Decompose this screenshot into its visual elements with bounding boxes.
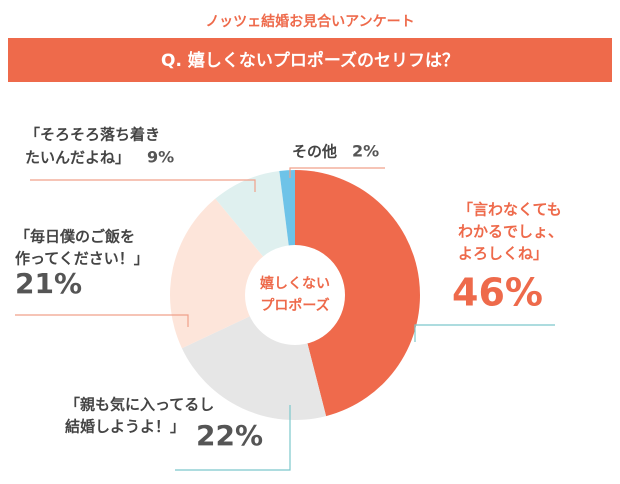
slice-label: 「親も気に入ってるし — [65, 396, 214, 414]
leader-line — [414, 324, 555, 342]
leader-lines — [15, 167, 555, 471]
slice-label: たいんだよね」 — [25, 149, 130, 167]
slice — [295, 170, 421, 417]
center-label: プロポーズ — [260, 297, 329, 314]
leader-line — [175, 405, 291, 471]
value-label: 22% — [196, 419, 263, 452]
center-label: 嬉しくない — [260, 275, 330, 292]
question: Q. 嬉しくないプロポーズのセリフは？ — [161, 50, 459, 71]
slice-label: よろしくね」 — [458, 245, 548, 263]
slice-label: その他 — [292, 143, 337, 161]
value-label: 46% — [452, 271, 543, 315]
value-label: 21% — [15, 267, 82, 300]
question-band — [8, 38, 612, 82]
slice-label: 「言わなくても — [458, 201, 562, 219]
donut-hole — [245, 245, 345, 345]
slice — [170, 198, 295, 349]
value-label: 2% — [352, 142, 379, 161]
leader-line — [15, 314, 189, 327]
slice-label: 作ってください！」 — [15, 250, 149, 268]
slice-label: わかるでしょ、 — [458, 223, 563, 241]
chart-title: ノッツェ結婚お見合いアンケート — [205, 13, 414, 30]
leader-line — [30, 179, 256, 192]
slice-label: 結婚しようよ！」 — [65, 418, 185, 436]
leader-line — [289, 167, 385, 178]
slice-label: 「毎日僕のご飯を — [15, 228, 135, 246]
slice-label: 「そろそろ落ち着き — [25, 126, 160, 144]
value-label: 9% — [147, 148, 174, 167]
